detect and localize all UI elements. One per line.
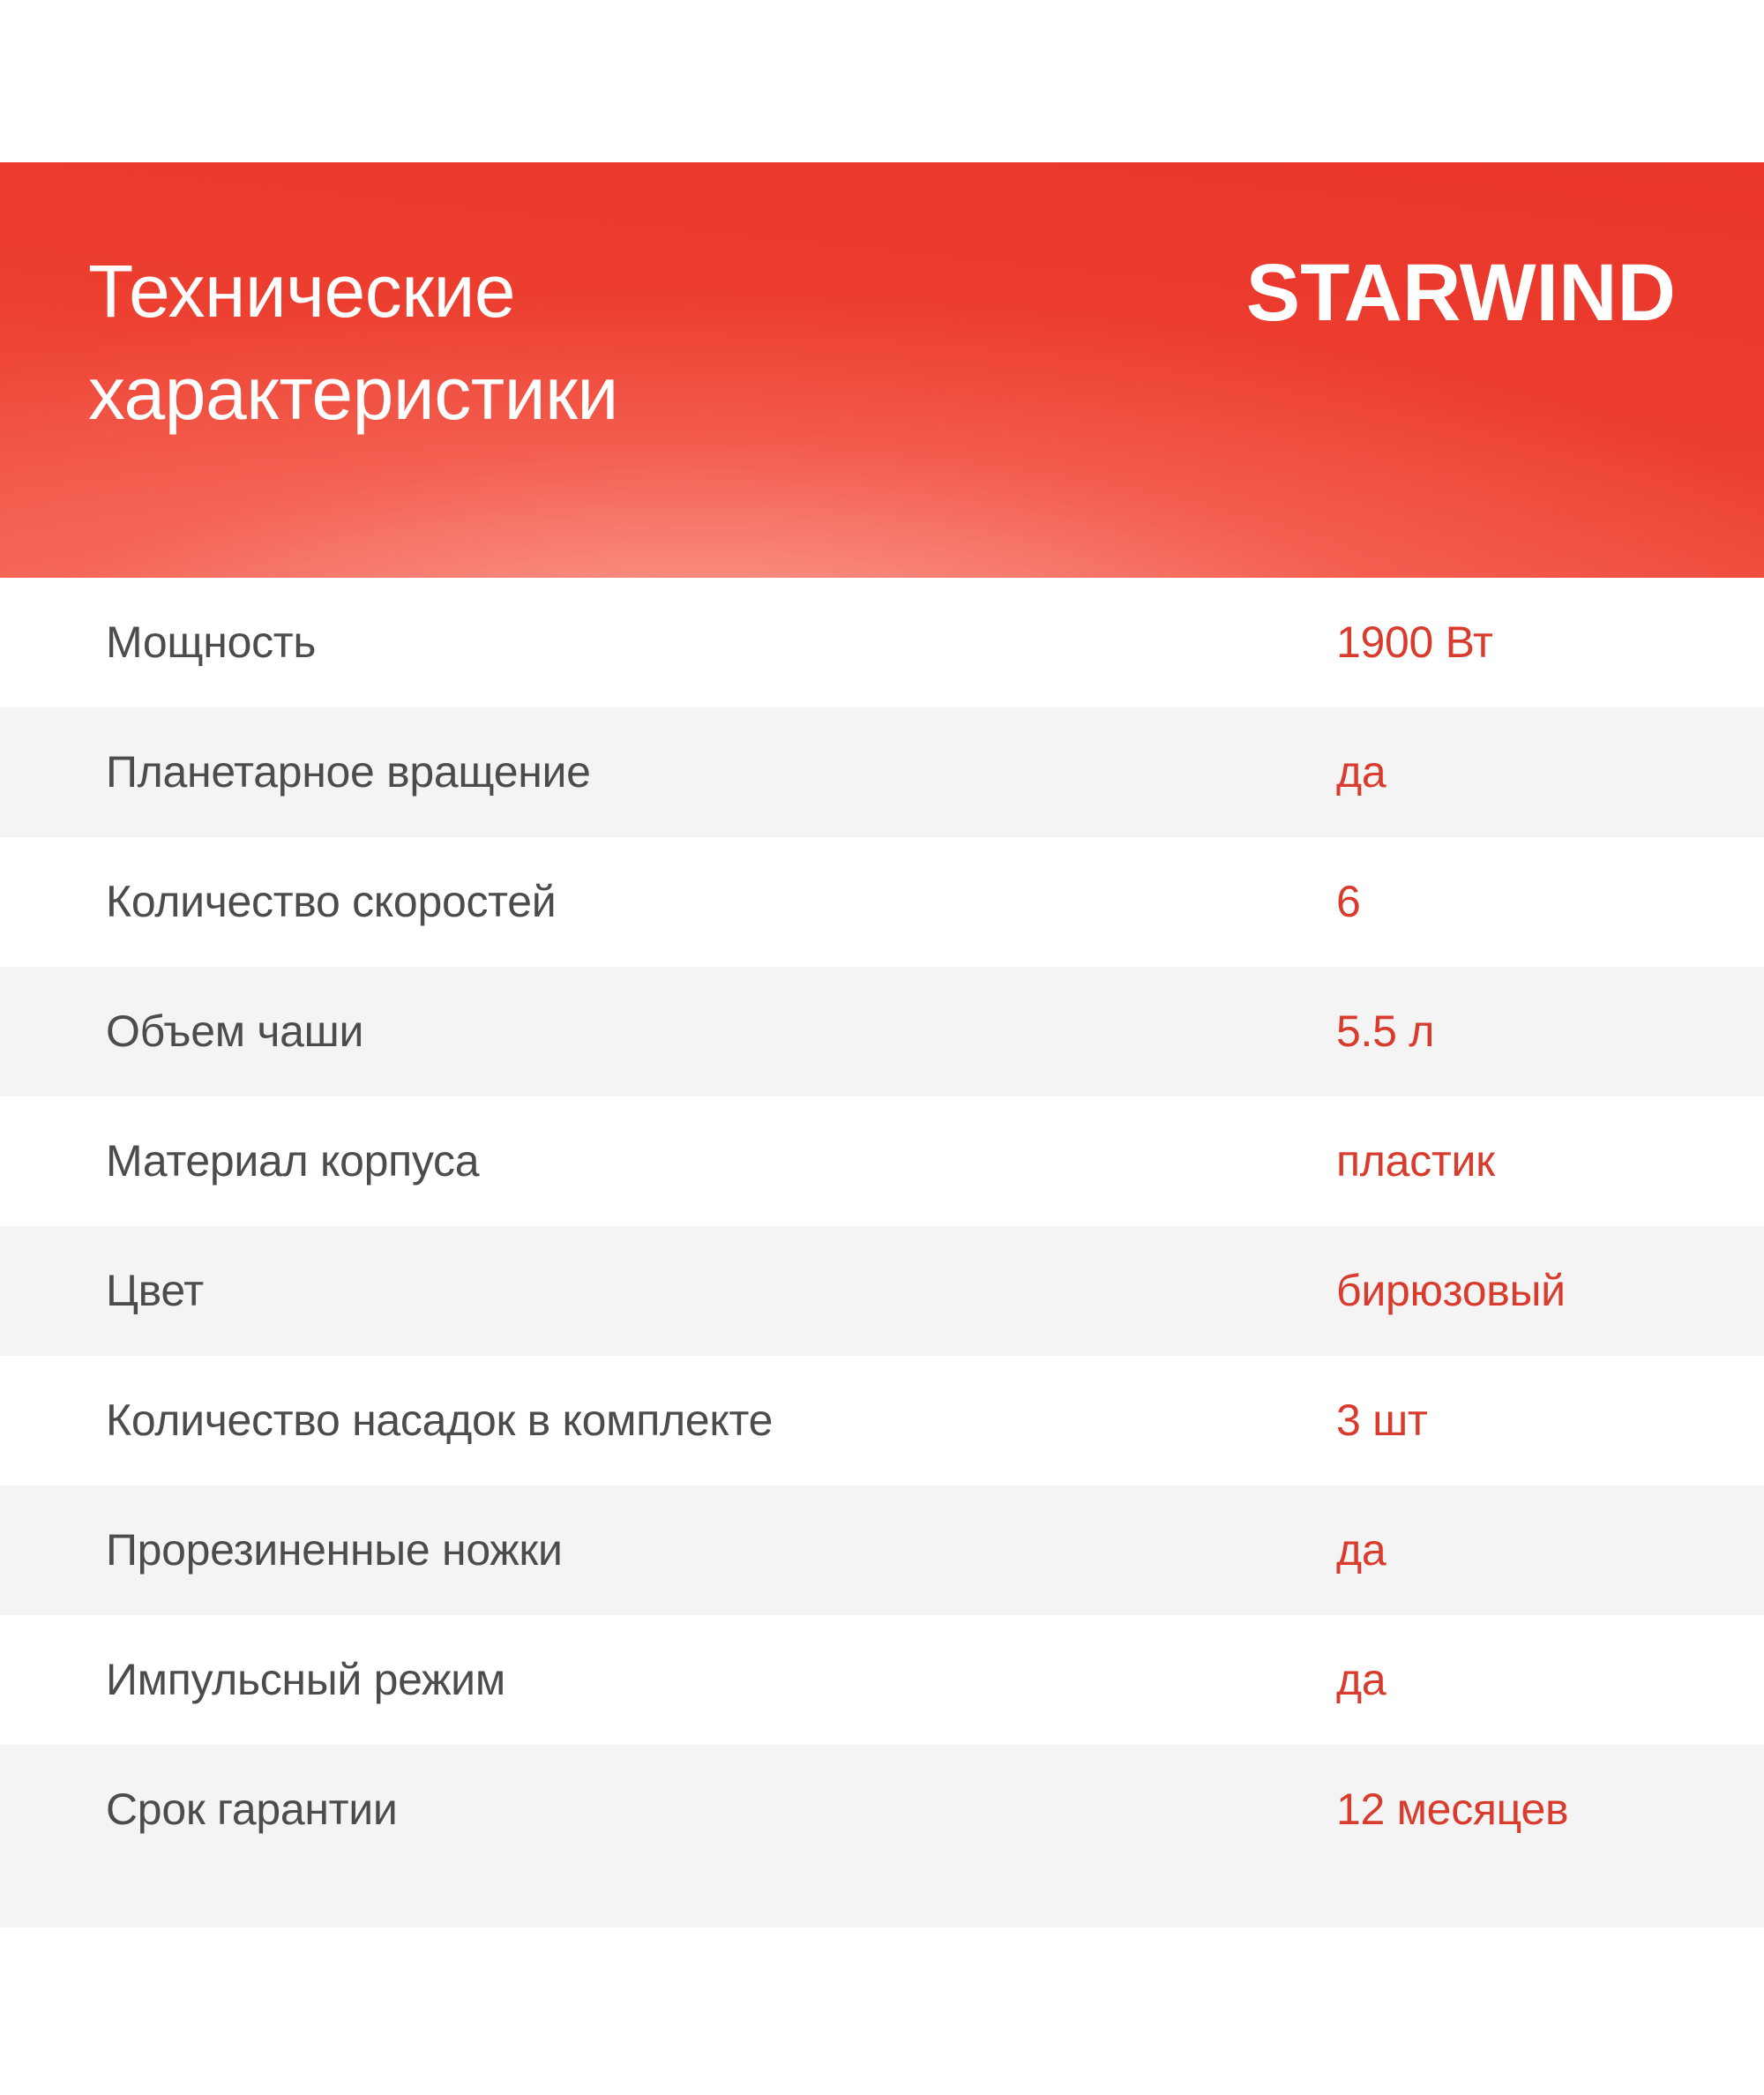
spec-value: 6: [1336, 877, 1361, 926]
table-row: Цвет бирюзовый: [0, 1226, 1764, 1356]
spec-label: Прорезиненные ножки: [106, 1525, 563, 1575]
spec-value: да: [1336, 747, 1387, 797]
spec-value: 5.5 л: [1336, 1006, 1435, 1056]
header-banner: Технические характеристики STARWIND: [0, 162, 1764, 578]
spec-value: 12 месяцев: [1336, 1784, 1569, 1834]
table-row: Планетарное вращение да: [0, 707, 1764, 837]
spec-label: Планетарное вращение: [106, 747, 591, 797]
table-row: Срок гарантии 12 месяцев: [0, 1745, 1764, 1927]
page-title-line-1: Технические: [88, 250, 516, 333]
table-row: Объем чаши 5.5 л: [0, 967, 1764, 1096]
spec-table: Мощность 1900 Вт Планетарное вращение да…: [0, 578, 1764, 1927]
spec-label: Цвет: [106, 1266, 204, 1315]
spec-value: да: [1336, 1525, 1387, 1575]
spec-value: 1900 Вт: [1336, 617, 1493, 667]
spec-value: да: [1336, 1655, 1387, 1704]
table-row: Количество насадок в комплекте 3 шт: [0, 1356, 1764, 1485]
brand-logo: STARWIND: [1245, 248, 1676, 338]
table-row: Материал корпуса пластик: [0, 1096, 1764, 1226]
spec-label: Импульсный режим: [106, 1655, 505, 1704]
spec-label: Количество насадок в комплекте: [106, 1395, 774, 1445]
spec-value: бирюзовый: [1336, 1266, 1566, 1315]
spec-label: Мощность: [106, 617, 317, 667]
table-row: Прорезиненные ножки да: [0, 1485, 1764, 1615]
spec-label: Объем чаши: [106, 1006, 364, 1056]
spec-value: пластик: [1336, 1136, 1495, 1186]
spec-label: Срок гарантии: [106, 1784, 398, 1834]
spec-value: 3 шт: [1336, 1395, 1428, 1445]
page-title: Технические характеристики: [88, 240, 618, 445]
table-row: Количество скоростей 6: [0, 837, 1764, 967]
spec-label: Материал корпуса: [106, 1136, 480, 1186]
table-row: Импульсный режим да: [0, 1615, 1764, 1745]
table-row: Мощность 1900 Вт: [0, 578, 1764, 707]
spec-label: Количество скоростей: [106, 877, 557, 926]
page-title-line-2: характеристики: [88, 352, 618, 435]
